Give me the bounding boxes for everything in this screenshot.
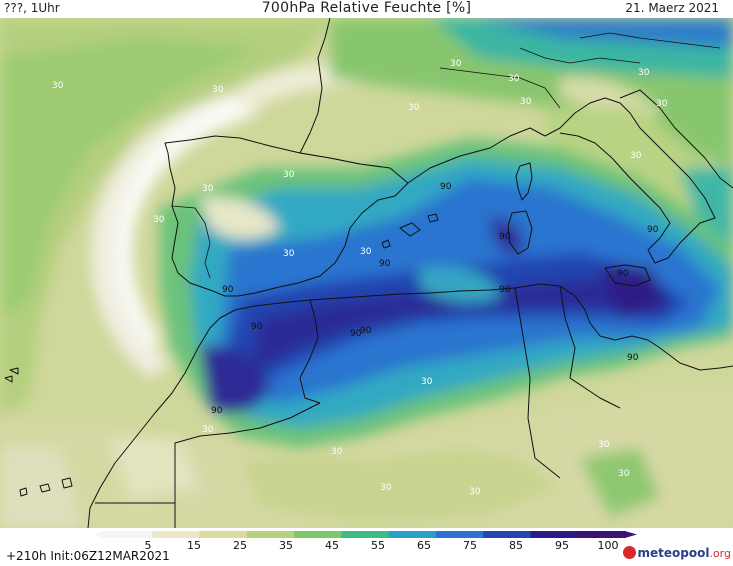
brand-suffix: .org: [709, 547, 731, 560]
contour-label-90: 90: [251, 322, 263, 332]
colorbar-segment: [294, 531, 342, 538]
colorbar-segment: [530, 531, 579, 538]
contour-label-90: 90: [379, 259, 391, 269]
meteopool-logo[interactable]: meteopool.org: [622, 546, 731, 560]
meteopool-icon: [622, 546, 636, 559]
colorbar-tick-label: 35: [279, 539, 293, 550]
contour-label-30: 30: [618, 469, 630, 479]
contour-labels: 30 30 30 30 30 30 30 30 30 30 30 30 30 3…: [52, 59, 668, 497]
contour-label-30: 30: [638, 68, 650, 78]
contour-label-30: 30: [283, 249, 295, 259]
contour-label-30: 30: [153, 215, 165, 225]
contour-label-30: 30: [630, 151, 642, 161]
colorbar: 5 15 25 35 45 55 65 75 85 95 100: [93, 531, 637, 550]
contour-label-30: 30: [202, 425, 214, 435]
colorbar-segment: [341, 531, 390, 538]
colorbar-tick-label: 15: [187, 539, 201, 550]
header: ???, 1Uhr 700hPa Relative Feuchte [%] 21…: [0, 0, 733, 18]
colorbar-tick-label: 65: [417, 539, 431, 550]
colorbar-tick-label: 25: [233, 539, 247, 550]
colorbar-tick-label: 100: [598, 539, 619, 550]
humidity-map: 30 30 30 30 30 30 30 30 30 30 30 30 30 3…: [0, 18, 733, 528]
contour-label-90: 90: [617, 269, 629, 279]
contour-label-90: 90: [222, 285, 234, 295]
colorbar-segment: [105, 531, 153, 538]
contour-label-30: 30: [283, 170, 295, 180]
contour-label-90: 90: [499, 232, 511, 242]
colorbar-segment: [152, 531, 201, 538]
colorbar-tick-label: 5: [145, 539, 152, 550]
colorbar-segment: [483, 531, 531, 538]
contour-label-90: 90: [440, 182, 452, 192]
contour-label-90: 90: [499, 285, 511, 295]
colorbar-segment: [388, 531, 437, 538]
colorbar-segment: [246, 531, 295, 538]
colorbar-segment: [577, 531, 626, 538]
contour-label-30: 30: [202, 184, 214, 194]
colorbar-segment: [435, 531, 484, 538]
contour-label-30: 30: [508, 74, 520, 84]
contour-label-90: 90: [360, 326, 372, 336]
colorbar-tick-label: 55: [371, 539, 385, 550]
contour-label-30: 30: [656, 99, 668, 109]
contour-label-90: 90: [647, 225, 659, 235]
colorbar-arrow-right: [625, 531, 637, 538]
colorbar-segment: [199, 531, 248, 538]
humidity-map-canvas: 30 30 30 30 30 30 30 30 30 30 30 30 30 3…: [0, 18, 733, 528]
contour-label-30: 30: [380, 483, 392, 493]
contour-label-90: 90: [627, 353, 639, 363]
forecast-time-label: ???, 1Uhr: [4, 1, 60, 15]
footer: 5 15 25 35 45 55 65 75 85 95 100 +210h Init:06Z12M…: [0, 528, 733, 566]
contour-label-90: 90: [211, 406, 223, 416]
contour-label-30: 30: [360, 247, 372, 257]
run-info: +210h Init:06Z12MAR2021: [6, 549, 170, 563]
contour-label-30: 30: [212, 85, 224, 95]
contour-label-30: 30: [52, 81, 64, 91]
forecast-date: 21. Maerz 2021: [625, 1, 719, 15]
colorbar-tick-label: 95: [555, 539, 569, 550]
colorbar-segments: [93, 531, 637, 538]
colorbar-arrow-left: [93, 531, 105, 538]
contour-label-30: 30: [408, 103, 420, 113]
coastlines: [4, 18, 733, 528]
colorbar-labels: 5 15 25 35 45 55 65 75 85 95 100: [145, 539, 619, 550]
contour-label-90: 90: [350, 329, 362, 339]
humidity-field: [0, 18, 733, 528]
colorbar-tick-label: 85: [509, 539, 523, 550]
colorbar-tick-label: 45: [325, 539, 339, 550]
brand-name: meteopool: [637, 546, 710, 560]
contour-label-30: 30: [598, 440, 610, 450]
contour-label-30: 30: [450, 59, 462, 69]
contour-label-30: 30: [421, 377, 433, 387]
contour-label-30: 30: [331, 447, 343, 457]
contour-label-30: 30: [520, 97, 532, 107]
map-title: 700hPa Relative Feuchte [%]: [261, 0, 472, 16]
colorbar-tick-label: 75: [463, 539, 477, 550]
contour-label-30: 30: [469, 487, 481, 497]
